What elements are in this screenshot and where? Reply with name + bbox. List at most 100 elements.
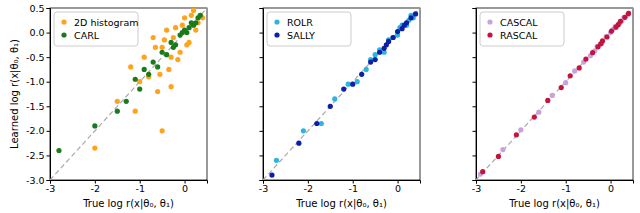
point [166, 67, 171, 72]
point [598, 41, 603, 46]
x-tick: 0 [395, 180, 401, 194]
point [603, 34, 608, 39]
plot-frame [50, 8, 207, 180]
point [160, 50, 165, 55]
y-tick-mark [260, 106, 264, 107]
point [563, 80, 568, 85]
point [373, 57, 378, 62]
legend-label: CARL [74, 30, 100, 41]
point [164, 28, 169, 33]
x-tick-label: -3 [472, 183, 481, 194]
y-tick-mark [473, 82, 477, 83]
point [301, 128, 306, 133]
x-tick-label: -3 [46, 183, 55, 194]
diagonal [263, 8, 420, 180]
point [377, 50, 382, 55]
y-tick-mark [47, 33, 51, 34]
point [146, 72, 151, 77]
legend-label: RASCAL [500, 30, 538, 41]
point [536, 110, 541, 115]
point [151, 35, 156, 40]
y-tick [473, 155, 477, 156]
point [171, 45, 176, 50]
x-tick-label: -2 [91, 183, 100, 194]
point [142, 55, 147, 60]
point [296, 141, 301, 146]
y-tick-mark [47, 131, 51, 132]
point [359, 72, 364, 77]
y-tick-label: -3.0 [26, 175, 45, 186]
point [160, 128, 165, 133]
point [609, 28, 614, 33]
y-tick-mark [473, 106, 477, 107]
legend: 2D histogramCARL [54, 12, 139, 46]
y-tick [260, 131, 264, 132]
point [182, 15, 187, 20]
point [622, 15, 627, 20]
legend-box [480, 12, 564, 46]
point [189, 13, 194, 18]
point [173, 25, 178, 30]
point [402, 23, 407, 28]
x-tick: -1 [348, 180, 357, 194]
legend-marker [274, 19, 279, 24]
y-tick-mark [47, 106, 51, 107]
y-tick: -2.5 [26, 150, 50, 161]
point [92, 123, 97, 128]
x-axis-label: True log r(x|θ₀, θ₁) [82, 198, 174, 210]
point [350, 82, 355, 87]
y-tick [473, 33, 477, 34]
point [175, 57, 180, 62]
y-tick [260, 8, 264, 9]
x-tick-label: -2 [517, 183, 526, 194]
point [124, 99, 129, 104]
y-tick-label: -1.0 [26, 76, 45, 87]
point [346, 82, 351, 87]
point [180, 30, 185, 35]
plot-area [263, 8, 420, 180]
legend-label: CASCAL [500, 17, 538, 28]
y-tick [473, 106, 477, 107]
y-tick-label: -1.5 [26, 101, 45, 112]
point [480, 169, 485, 174]
y-tick [473, 180, 477, 181]
point [514, 132, 519, 137]
point [115, 109, 120, 114]
legend-box [54, 12, 138, 46]
legend: ROLRSALLY [267, 12, 351, 46]
point [341, 86, 346, 91]
point [157, 72, 162, 77]
point [568, 73, 573, 78]
point [155, 89, 160, 94]
point [319, 121, 324, 126]
point [195, 15, 200, 20]
point [177, 50, 182, 55]
y-tick: -3.0 [26, 175, 50, 186]
plot-area [476, 8, 633, 180]
legend: CASCAL RASCAL [480, 12, 564, 46]
x-axis-label: True log r(x|θ₀, θ₁) [295, 198, 387, 210]
point [184, 42, 189, 47]
y-tick-mark [260, 155, 264, 156]
point [274, 158, 279, 163]
point [572, 68, 577, 73]
y-axis-label: Learned log r(x|θ₀, θ₁) [9, 39, 21, 149]
x-tick-label: 0 [395, 183, 401, 194]
y-tick: 0.5 [29, 3, 50, 14]
x-tick: -3 [46, 180, 55, 194]
x-tick-label: -1 [561, 183, 570, 194]
x-tick: -1 [135, 180, 144, 194]
y-tick [260, 33, 264, 34]
x-tick: -1 [561, 180, 570, 194]
point [518, 127, 523, 132]
legend-marker [61, 32, 66, 37]
point [184, 30, 189, 35]
point [355, 79, 360, 84]
y-tick-mark [260, 180, 264, 181]
point [133, 109, 138, 114]
legend-marker [61, 19, 66, 24]
y-tick [473, 82, 477, 83]
point [577, 65, 582, 70]
point [395, 29, 400, 34]
legend-label: SALLY [287, 30, 315, 41]
